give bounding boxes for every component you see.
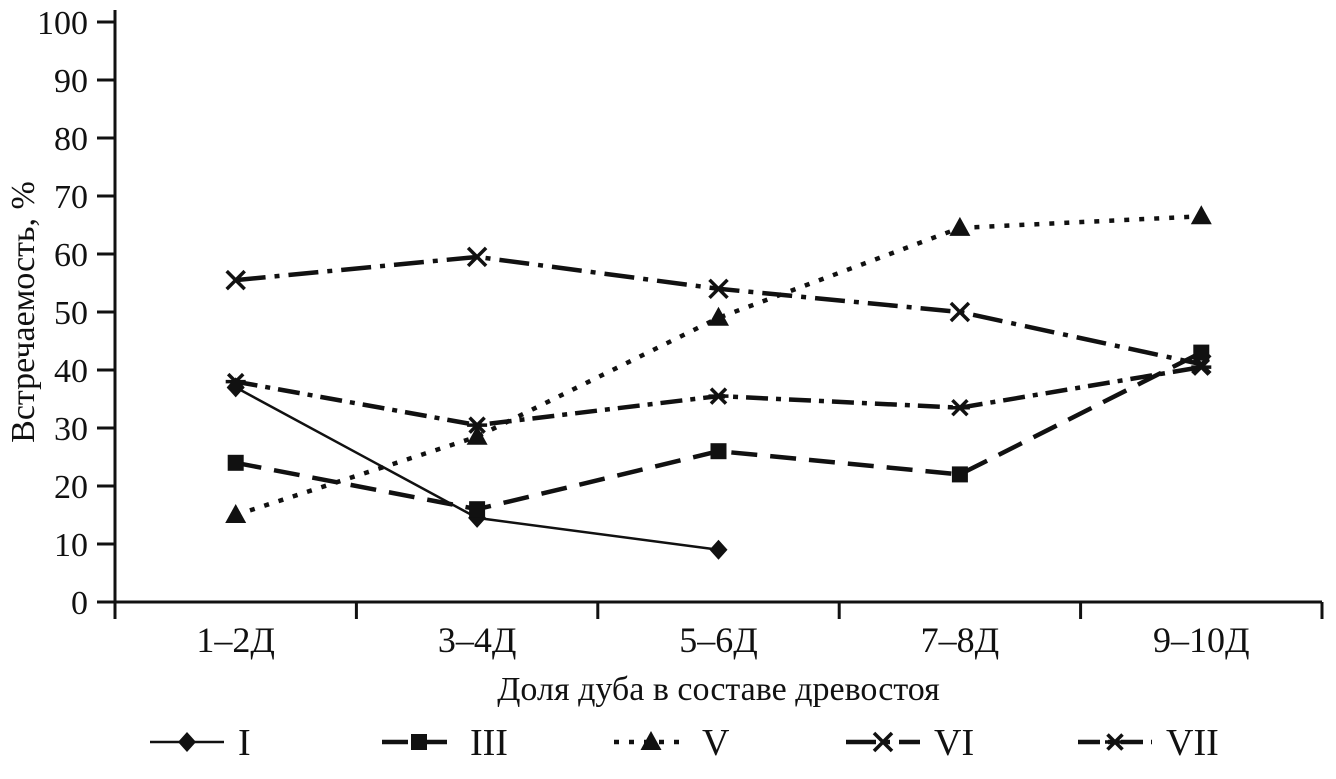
y-tick-label: 60	[54, 237, 88, 274]
axes	[113, 10, 1322, 604]
series-line	[235, 350, 1203, 512]
y-axis-title: Встречаемость, %	[5, 181, 42, 443]
y-tick-label: 40	[54, 353, 88, 390]
series-III	[227, 344, 1210, 518]
legend-item-III: III	[382, 722, 508, 764]
x-marker	[1191, 353, 1212, 375]
series-line	[235, 214, 1202, 518]
legend: I III V VI VII	[150, 722, 1219, 764]
series-VI	[225, 246, 1212, 375]
asterisk-marker	[708, 387, 729, 405]
y-tick-label: 80	[54, 121, 88, 158]
legend-label: VII	[1166, 722, 1219, 764]
asterisk-marker	[467, 416, 488, 434]
x-axis-title: Доля дуба в составе древостоя	[497, 671, 940, 708]
diamond-marker	[178, 732, 196, 752]
series-VII	[225, 358, 1212, 434]
diamond-marker	[709, 539, 728, 560]
square-marker	[1193, 344, 1210, 361]
legend-label: I	[238, 722, 251, 764]
y-tick-label: 50	[54, 295, 88, 332]
x-marker	[225, 269, 246, 291]
square-marker	[710, 443, 727, 460]
x-axis-ticks: 1–2Д 3–4Д 5–6Д 7–8Д 9–10Д	[113, 602, 1324, 660]
x-category-label: 5–6Д	[679, 620, 758, 660]
square-marker	[469, 501, 486, 518]
axis-titles: Встречаемость, % Доля дуба в составе древ…	[5, 181, 940, 708]
x-marker	[872, 731, 894, 753]
y-axis-ticks: 0 10 20 30 40 50 60 70 80 90 100	[37, 5, 115, 622]
y-tick-label: 30	[54, 411, 88, 448]
asterisk-marker	[1191, 358, 1212, 376]
triangle-marker	[640, 731, 662, 750]
legend-item-V: V	[614, 722, 730, 764]
legend-item-I: I	[150, 722, 251, 764]
asterisk-marker	[949, 398, 970, 417]
triangle-marker	[1190, 205, 1212, 225]
x-marker	[949, 301, 971, 323]
x-category-label: 9–10Д	[1153, 620, 1250, 660]
x-marker	[466, 246, 488, 268]
triangle-marker	[225, 504, 247, 523]
x-category-label: 7–8Д	[921, 620, 1000, 660]
x-category-label: 3–4Д	[438, 620, 517, 660]
legend-item-VII: VII	[1078, 722, 1219, 764]
y-tick-label: 100	[37, 5, 88, 42]
triangle-marker	[708, 306, 729, 326]
legend-item-VI: VI	[846, 722, 974, 764]
y-tick-label: 10	[54, 527, 88, 564]
y-tick-label: 90	[54, 63, 88, 100]
legend-label: VI	[934, 722, 974, 764]
square-marker	[227, 454, 244, 471]
triangle-marker	[949, 216, 971, 236]
x-category-label: 1–2Д	[196, 620, 275, 660]
y-tick-label: 0	[71, 585, 88, 622]
square-marker	[411, 734, 427, 750]
y-tick-label: 70	[54, 179, 88, 216]
legend-label: III	[470, 722, 508, 764]
asterisk-marker	[225, 372, 246, 391]
asterisk-marker	[1105, 733, 1125, 751]
legend-label: V	[702, 722, 730, 764]
x-marker	[708, 278, 729, 300]
y-tick-label: 20	[54, 469, 88, 506]
triangle-marker	[466, 425, 488, 445]
square-marker	[951, 466, 968, 483]
series-V	[225, 205, 1212, 523]
